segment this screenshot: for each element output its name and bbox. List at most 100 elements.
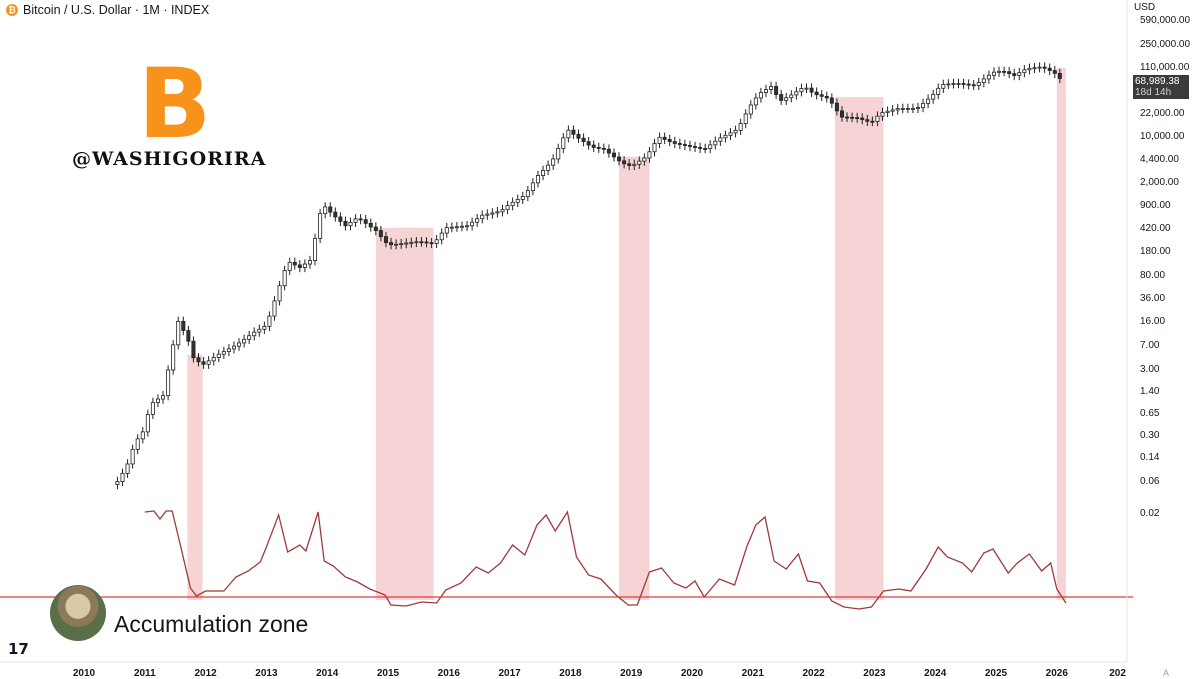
candle [454, 221, 459, 232]
candle [1022, 65, 1027, 78]
candle [703, 143, 708, 154]
candle [698, 142, 703, 154]
author-avatar [50, 585, 106, 641]
candle [586, 136, 591, 150]
candle [449, 222, 454, 233]
candle [566, 125, 571, 143]
candle [905, 103, 910, 114]
candle [221, 346, 226, 359]
price-tick-label: 0.14 [1140, 452, 1160, 463]
price-tick-label: 1.40 [1140, 386, 1160, 397]
candle [252, 327, 257, 341]
candle [475, 213, 480, 227]
chart-header[interactable]: ₿ Bitcoin / U.S. Dollar · 1M · INDEX [6, 2, 209, 18]
auto-scale-toggle[interactable]: A [1163, 668, 1170, 678]
candle [845, 112, 850, 122]
candle [211, 352, 216, 366]
time-tick-label: 2010 [73, 668, 96, 679]
candle [394, 239, 399, 250]
candle [961, 78, 966, 89]
candle [525, 185, 530, 202]
candle [591, 140, 596, 153]
candle [611, 148, 616, 162]
candle [632, 159, 637, 171]
candle [865, 114, 870, 126]
candle [789, 90, 794, 103]
bitcoin-icon: ₿ [6, 4, 18, 16]
candle [794, 87, 799, 100]
candle [161, 390, 166, 404]
candle [895, 103, 900, 115]
time-tick-label: 2016 [438, 668, 461, 679]
candle [530, 178, 535, 196]
candle [763, 84, 768, 98]
price-tick-label: 22,000.00 [1140, 108, 1185, 119]
chart-title: Bitcoin / U.S. Dollar · 1M · INDEX [23, 3, 210, 17]
tradingview-logo-icon[interactable]: 17 [8, 640, 29, 658]
candle [277, 280, 282, 306]
candle [991, 67, 996, 80]
candle [546, 160, 551, 176]
candle [338, 212, 343, 227]
candle [850, 112, 855, 123]
candle [951, 78, 956, 89]
price-tick-label: 16.00 [1140, 316, 1165, 327]
candle [1027, 63, 1032, 75]
candle [378, 225, 383, 242]
candle [216, 349, 221, 363]
candle [333, 207, 338, 222]
candle [140, 427, 145, 444]
candle [237, 338, 242, 351]
candle [495, 207, 500, 218]
candle [1012, 68, 1017, 81]
candle [419, 236, 424, 247]
candle [1047, 63, 1052, 76]
current-price-value: 68,989.38 [1135, 76, 1180, 87]
candle [353, 214, 358, 227]
candle [247, 330, 252, 344]
time-tick-label: 2012 [194, 668, 217, 679]
candle [323, 202, 328, 219]
time-tick-label: 2015 [377, 668, 400, 679]
candle [809, 83, 814, 97]
candle [687, 140, 692, 152]
candle [505, 200, 510, 215]
candle [693, 141, 698, 153]
candle [875, 111, 880, 127]
candle [713, 136, 718, 150]
candle [733, 125, 738, 138]
accumulation-zone-5 [1056, 68, 1066, 601]
price-tick-label: 900.00 [1140, 200, 1171, 211]
price-tick-label: 0.02 [1140, 508, 1160, 519]
time-tick-label: 2020 [681, 668, 704, 679]
candle [242, 334, 247, 348]
candle [667, 134, 672, 147]
time-tick-label: 2025 [985, 668, 1008, 679]
currency-label[interactable]: USD [1134, 2, 1156, 13]
candle [439, 228, 444, 245]
candle [662, 132, 667, 145]
time-tick-label: 2024 [924, 668, 947, 679]
candle [601, 143, 606, 154]
price-tick-label: 36.00 [1140, 293, 1165, 304]
candle [257, 324, 262, 337]
candle [622, 156, 627, 169]
candle [561, 133, 566, 154]
accumulation-zone-label: Accumulation zone [114, 611, 309, 637]
candle [368, 218, 373, 232]
candle [307, 255, 312, 269]
candle [677, 138, 682, 150]
candle [708, 140, 713, 154]
candle [769, 81, 774, 95]
candle [429, 237, 434, 249]
candle [373, 222, 378, 236]
candle [926, 94, 931, 108]
price-tick-label: 80.00 [1140, 270, 1165, 281]
candle [946, 79, 951, 90]
candle [718, 133, 723, 146]
candle [1037, 62, 1042, 73]
price-tick-label: 2,000.00 [1140, 177, 1179, 188]
time-tick-label: 2022 [802, 668, 825, 679]
candle [931, 89, 936, 104]
